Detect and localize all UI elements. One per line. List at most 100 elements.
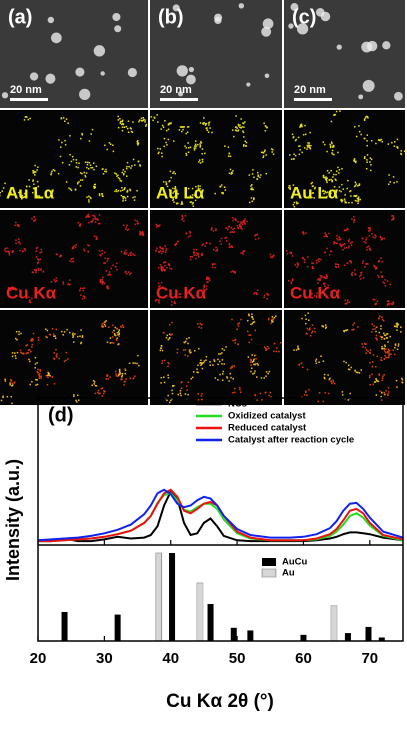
pixel-dot [354, 195, 356, 197]
pixel-dot [268, 317, 270, 320]
pixel-dot [332, 144, 335, 147]
pixel-dot [61, 330, 63, 333]
pixel-dot [142, 116, 145, 119]
pixel-dot [106, 257, 109, 260]
pixel-dot [50, 281, 53, 283]
pixel-dot [81, 134, 84, 136]
pixel-dot [127, 228, 130, 231]
pixel-dot [351, 201, 353, 204]
pixel-dot [325, 234, 327, 236]
pixel-dot [145, 123, 148, 126]
pixel-dot [15, 242, 17, 244]
pixel-dot [139, 164, 141, 166]
pixel-dot [31, 297, 33, 300]
pixel-dot [11, 385, 13, 387]
pixel-dot [380, 239, 383, 241]
pixel-dot [240, 318, 242, 321]
pixel-dot [106, 286, 109, 288]
pixel-dot [353, 269, 356, 271]
pixel-dot [290, 282, 293, 285]
pixel-dot [103, 392, 105, 395]
pixel-dot [380, 236, 382, 239]
pixel-dot [243, 221, 245, 223]
pixel-dot [158, 287, 161, 290]
pixel-dot [100, 387, 102, 390]
pixel-dot [144, 121, 146, 123]
pixel-dot [254, 370, 256, 372]
pixel-dot [160, 281, 163, 284]
pixel-dot [231, 129, 234, 131]
pixel-dot [102, 168, 104, 170]
pixel-dot [334, 242, 336, 244]
element-label: Cu Kα [290, 283, 341, 302]
pixel-dot [249, 358, 252, 361]
pixel-dot [354, 161, 357, 164]
pixel-dot [394, 344, 397, 346]
pixel-dot [171, 333, 173, 335]
pixel-dot [200, 395, 203, 397]
pixel-dot [400, 331, 402, 333]
pixel-dot [236, 224, 239, 227]
pixel-dot [219, 373, 221, 376]
pixel-dot [77, 399, 80, 401]
pixel-dot [305, 318, 307, 321]
pixel-dot [125, 249, 127, 251]
pixel-dot [201, 393, 203, 395]
pixel-dot [241, 223, 244, 226]
pixel-dot [10, 395, 12, 398]
pixel-dot [329, 143, 331, 146]
pixel-dot [191, 256, 193, 258]
pixel-dot [75, 162, 78, 164]
pixel-dot [313, 197, 315, 199]
pixel-dot [363, 241, 366, 243]
pixel-dot [350, 273, 353, 275]
pixel-dot [45, 375, 48, 377]
legend-label: Au [282, 568, 295, 579]
pixel-dot [309, 328, 311, 331]
pixel-dot [308, 319, 310, 322]
pixel-dot [190, 201, 193, 203]
pixel-dot [369, 374, 371, 377]
pixel-dot [228, 152, 231, 155]
reference-bar [207, 604, 214, 641]
pixel-dot [197, 187, 200, 189]
pixel-dot [311, 181, 314, 184]
pixel-dot [89, 164, 92, 166]
pixel-dot [118, 177, 121, 180]
pixel-dot [193, 147, 196, 149]
particle [264, 73, 270, 79]
pixel-dot [76, 394, 79, 396]
pixel-dot [23, 196, 26, 198]
pixel-dot [141, 234, 144, 236]
pixel-dot [322, 174, 325, 177]
pixel-dot [392, 215, 394, 217]
pixel-dot [245, 141, 248, 144]
pixel-dot [107, 274, 109, 276]
pixel-dot [322, 325, 324, 328]
pixel-dot [212, 364, 214, 366]
reference-bar [196, 582, 204, 642]
pixel-dot [380, 271, 382, 273]
pixel-dot [311, 332, 313, 334]
pixel-dot [32, 187, 35, 189]
pixel-dot [231, 318, 233, 321]
pixel-dot [107, 285, 109, 287]
pixel-dot [211, 131, 213, 134]
pixel-dot [34, 195, 37, 197]
pixel-dot [242, 122, 245, 125]
pixel-dot [326, 277, 328, 279]
pixel-dot [132, 362, 134, 364]
pixel-dot [270, 148, 273, 150]
pixel-dot [172, 198, 175, 200]
pixel-dot [271, 319, 273, 322]
pixel-dot [366, 134, 369, 136]
pixel-dot [74, 333, 76, 335]
pixel-dot [377, 317, 380, 320]
pixel-dot [46, 383, 49, 386]
pixel-dot [37, 185, 40, 188]
pixel-dot [331, 179, 334, 182]
pixel-dot [181, 202, 183, 204]
pixel-dot [308, 389, 310, 391]
pixel-dot [213, 359, 215, 361]
pixel-dot [225, 346, 227, 348]
